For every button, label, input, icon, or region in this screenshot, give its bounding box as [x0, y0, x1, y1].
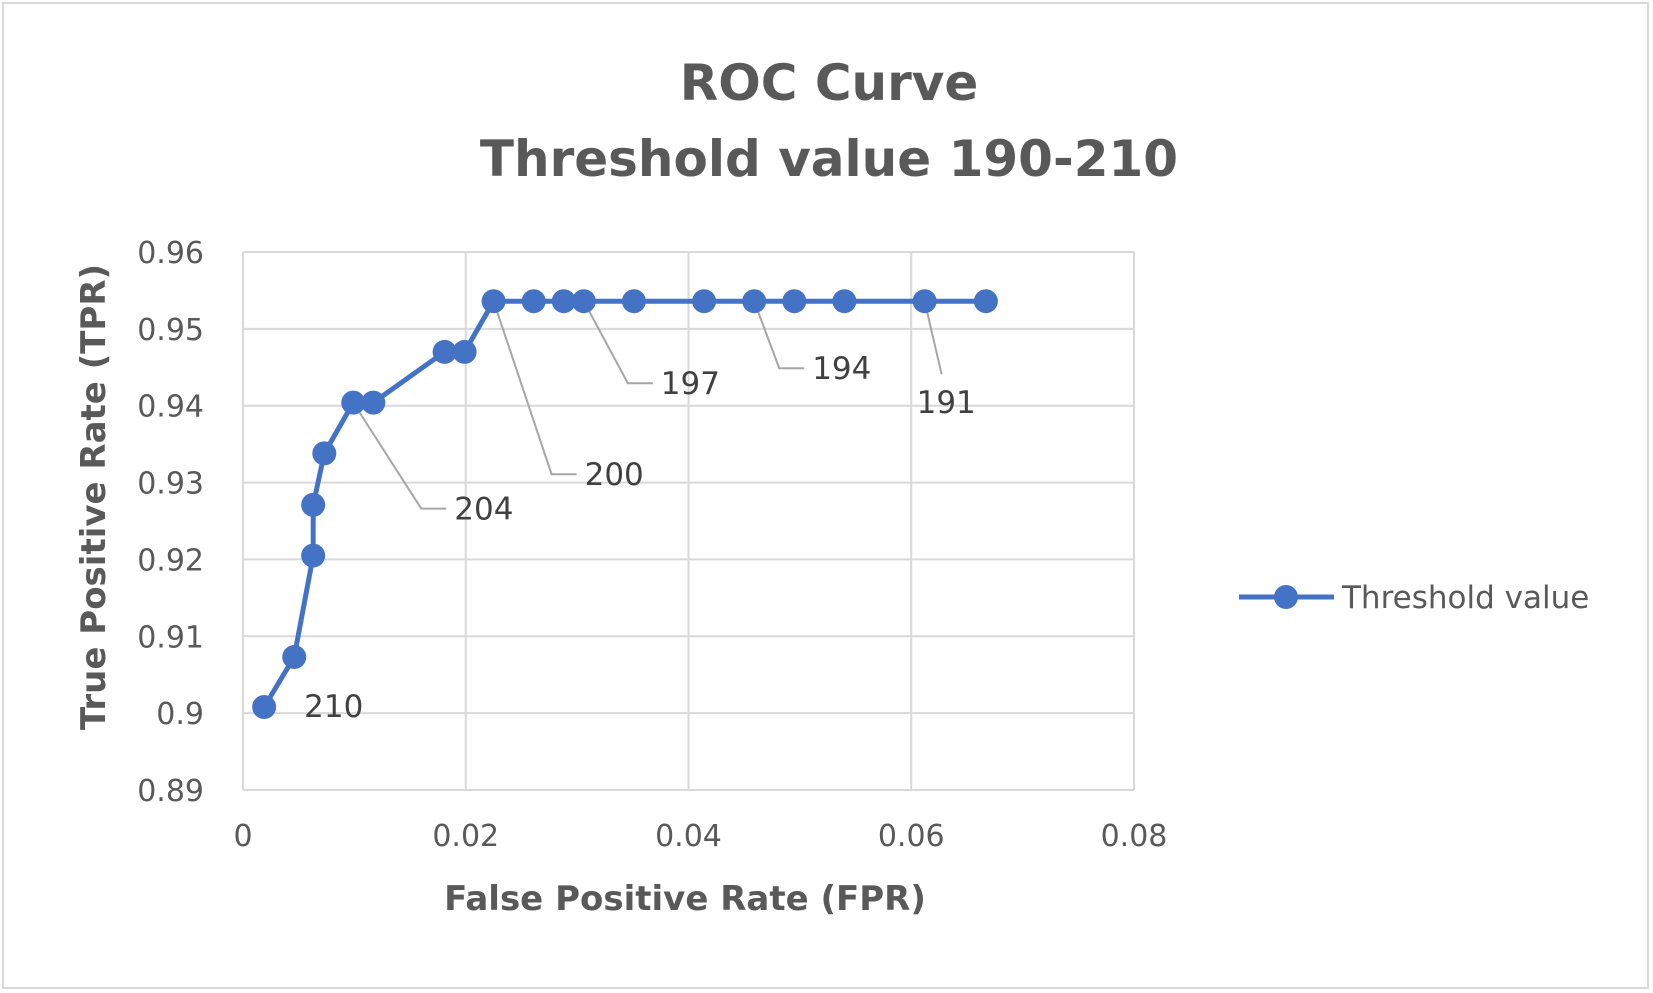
data-point: [782, 289, 807, 314]
annotation-leaders: [352, 300, 943, 510]
y-tick-label: 0.95: [137, 313, 204, 348]
x-axis-title: False Positive Rate (FPR): [444, 879, 926, 919]
point-label: 204: [454, 492, 513, 528]
y-tick-label: 0.93: [137, 467, 204, 502]
x-tick-label: 0.02: [432, 819, 499, 854]
data-point: [912, 289, 937, 314]
data-point: [432, 339, 457, 364]
y-tick-label: 0.9: [156, 697, 204, 732]
legend-marker: [1274, 585, 1298, 609]
leader-line: [753, 300, 805, 370]
x-tick-label: 0.04: [655, 819, 722, 854]
point-label: 191: [917, 385, 976, 421]
data-point: [742, 289, 767, 314]
data-point: [301, 492, 326, 517]
y-tick-label: 0.91: [137, 620, 204, 655]
data-point: [252, 694, 277, 719]
series-line: [262, 298, 986, 709]
leader-line: [923, 300, 943, 375]
data-point: [692, 289, 717, 314]
legend: Threshold value: [1239, 580, 1589, 616]
leader-line: [582, 300, 653, 385]
data-point: [973, 289, 998, 314]
data-point: [621, 289, 646, 314]
data-point: [312, 441, 337, 466]
roc-chart: ROC Curve Threshold value 190-210 0.890.…: [74, 54, 1589, 919]
y-axis-title: True Positive Rate (TPR): [74, 264, 114, 730]
x-tick-labels: 0 0.02 0.04 0.06 0.08: [233, 819, 1167, 854]
chart-subtitle: Threshold value 190-210: [480, 130, 1178, 188]
y-tick-label: 0.92: [137, 543, 204, 578]
data-point: [832, 289, 857, 314]
data-point: [301, 543, 326, 568]
leader-line: [492, 300, 577, 476]
x-tick-label: 0: [233, 819, 252, 854]
annotation-labels: 210 204 200 197 194 191: [304, 351, 976, 725]
x-tick-label: 0.06: [878, 819, 945, 854]
point-label: 210: [304, 689, 363, 725]
data-point: [452, 339, 477, 364]
legend-label: Threshold value: [1341, 580, 1589, 616]
data-point: [571, 289, 596, 314]
y-tick-label: 0.96: [137, 236, 204, 271]
point-label: 197: [661, 366, 720, 402]
point-label: 200: [585, 457, 644, 493]
series-threshold-value: [252, 289, 998, 719]
data-point: [481, 289, 506, 314]
data-point: [282, 645, 307, 670]
data-point: [361, 390, 386, 415]
chart-title: ROC Curve: [680, 54, 979, 112]
data-point: [341, 390, 366, 415]
data-point: [521, 289, 546, 314]
leader-line: [352, 402, 447, 510]
x-tick-label: 0.08: [1101, 819, 1168, 854]
y-tick-label: 0.89: [137, 774, 204, 809]
data-point: [551, 289, 576, 314]
y-tick-labels: 0.89 0.9 0.91 0.92 0.93 0.94 0.95 0.96: [137, 236, 204, 809]
point-label: 194: [812, 351, 871, 387]
gridlines: [242, 251, 1135, 791]
y-tick-label: 0.94: [137, 390, 204, 425]
